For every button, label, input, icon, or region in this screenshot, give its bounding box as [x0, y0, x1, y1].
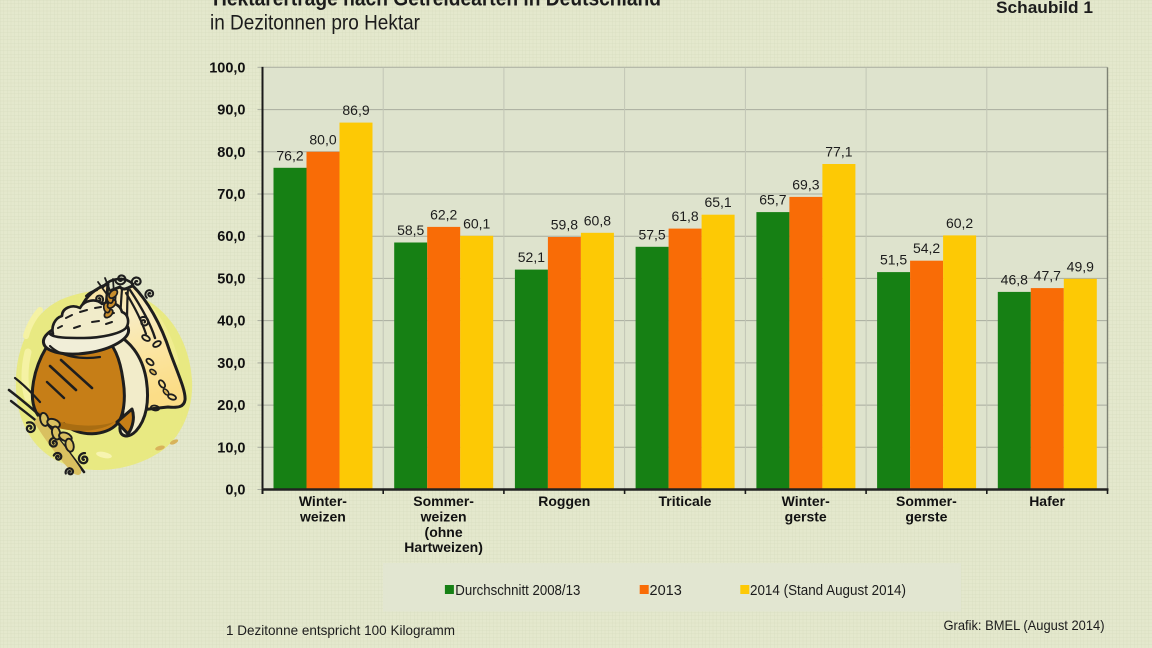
svg-text:65,7: 65,7: [759, 192, 786, 208]
svg-text:40,0: 40,0: [217, 314, 245, 330]
svg-text:54,2: 54,2: [913, 240, 940, 256]
svg-text:69,3: 69,3: [792, 176, 819, 192]
svg-text:50,0: 50,0: [217, 271, 245, 287]
svg-text:Winter-: Winter-: [299, 493, 347, 509]
svg-text:20,0: 20,0: [217, 398, 245, 414]
svg-text:52,1: 52,1: [518, 249, 545, 265]
svg-text:80,0: 80,0: [309, 131, 336, 147]
svg-text:57,5: 57,5: [638, 226, 665, 242]
svg-text:10,0: 10,0: [217, 440, 245, 456]
svg-text:weizen: weizen: [420, 508, 467, 524]
svg-text:47,7: 47,7: [1034, 268, 1061, 284]
svg-text:Sommer-: Sommer-: [896, 493, 957, 509]
svg-text:30,0: 30,0: [217, 356, 245, 372]
svg-text:49,9: 49,9: [1067, 258, 1094, 274]
svg-text:1 Dezitonne entspricht 100 Kil: 1 Dezitonne entspricht 100 Kilogramm: [226, 622, 455, 638]
svg-text:46,8: 46,8: [1001, 271, 1028, 287]
svg-text:100,0: 100,0: [209, 60, 245, 76]
svg-text:Hafer: Hafer: [1029, 493, 1065, 509]
svg-text:(ohne: (ohne: [425, 524, 463, 540]
svg-text:gerste: gerste: [785, 508, 827, 524]
svg-text:Sommer-: Sommer-: [413, 493, 474, 509]
svg-text:86,9: 86,9: [342, 102, 369, 118]
svg-text:51,5: 51,5: [880, 252, 907, 268]
svg-text:Roggen: Roggen: [538, 493, 590, 509]
svg-text:62,2: 62,2: [430, 206, 457, 222]
svg-text:77,1: 77,1: [825, 144, 852, 160]
svg-text:0,0: 0,0: [225, 483, 245, 499]
svg-text:gerste: gerste: [905, 508, 947, 524]
svg-text:60,0: 60,0: [217, 229, 245, 245]
svg-text:Durchschnitt 2008/13: Durchschnitt 2008/13: [455, 583, 580, 599]
svg-text:Hektarerträge nach Getreideart: Hektarerträge nach Getreidearten in Deut…: [213, 0, 661, 11]
svg-text:Winter-: Winter-: [782, 493, 830, 509]
svg-text:2013: 2013: [650, 583, 682, 599]
svg-text:Triticale: Triticale: [659, 493, 712, 509]
svg-text:59,8: 59,8: [551, 217, 578, 233]
svg-text:61,8: 61,8: [671, 208, 698, 224]
svg-text:65,1: 65,1: [704, 194, 731, 210]
svg-text:2014 (Stand August 2014): 2014 (Stand August 2014): [750, 583, 906, 599]
svg-text:Grafik: BMEL (August 2014): Grafik: BMEL (August 2014): [944, 617, 1105, 633]
svg-text:Hartweizen): Hartweizen): [404, 539, 483, 555]
svg-text:76,2: 76,2: [276, 147, 303, 163]
svg-text:70,0: 70,0: [217, 187, 245, 203]
svg-text:58,5: 58,5: [397, 222, 424, 238]
svg-text:60,2: 60,2: [946, 215, 973, 231]
svg-text:Schaubild 1: Schaubild 1: [996, 0, 1093, 17]
svg-text:90,0: 90,0: [217, 103, 245, 119]
svg-text:60,8: 60,8: [584, 212, 611, 228]
svg-text:in Dezitonnen pro Hektar: in Dezitonnen pro Hektar: [210, 12, 420, 35]
svg-text:60,1: 60,1: [463, 215, 490, 231]
svg-text:80,0: 80,0: [217, 145, 245, 161]
svg-text:weizen: weizen: [299, 508, 346, 524]
